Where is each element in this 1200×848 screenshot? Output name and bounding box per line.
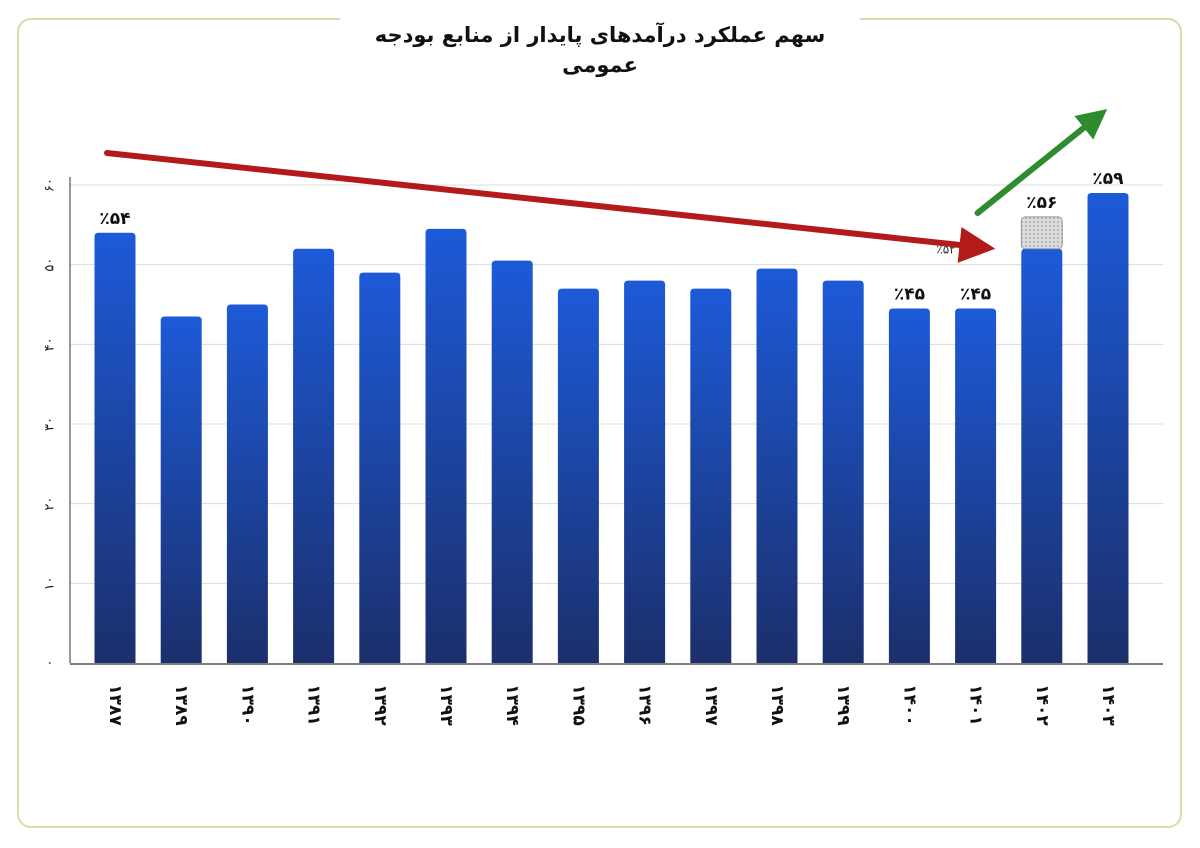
- chart-title: سهم عملکرد درآمدهای پایدار از منابع بودج…: [374, 23, 826, 77]
- y-axis: ۰ ۱۰ ۲۰ ۳۰ ۴۰ ۵۰ ۶۰: [43, 177, 71, 666]
- x-tick-label: ۱۳۹۰: [237, 684, 257, 726]
- x-tick-label: ۱۳۹۷: [701, 684, 721, 726]
- bar: [425, 228, 467, 664]
- trend-arrows: [104, 108, 1108, 263]
- bar: [955, 308, 997, 663]
- y-tick-label: ۱۰: [43, 576, 58, 590]
- x-tick-label: ۱۳۸۹: [171, 684, 191, 726]
- y-tick-label: ۶۰: [43, 178, 58, 192]
- x-tick-label: ۱۴۰۳: [1098, 684, 1118, 726]
- bar: [94, 232, 136, 664]
- bar: [226, 304, 268, 663]
- bar: [1021, 248, 1063, 663]
- x-tick-label: ۱۳۹۳: [436, 684, 456, 726]
- x-tick-label: ۱۳۸۷: [105, 684, 125, 726]
- y-tick-label: ۵۰: [43, 258, 58, 272]
- title-gap: [340, 10, 860, 30]
- x-tick-label: ۱۳۹۵: [568, 684, 588, 726]
- data-labels: ٪۵۴٪۴۵ ٪۴۵٪۵۶٪۵۹٪۵۲: [99, 169, 1124, 305]
- bar: [557, 288, 599, 663]
- x-axis: ۱۳۸۷ ۱۳۸۹ ۱۳۹۰ ۱۳۹۱ ۱۳۹۲ ۱۳۹۳ ۱۳۹۴ ۱۳۹۵ ۱۳۹۶ ۱۳۹۷…: [70, 663, 1163, 726]
- x-tick-label: ۱۳۹۹: [833, 684, 853, 726]
- x-tick-label: ۱۳۹۲: [370, 684, 390, 726]
- bar: [359, 272, 401, 663]
- bar: [160, 316, 202, 663]
- data-label: ٪۵۹: [1092, 169, 1124, 189]
- upward-trend-arrow: [974, 108, 1108, 216]
- x-tick-label: ۱۴۰۰: [899, 684, 919, 726]
- data-label: ٪۵۴: [99, 209, 130, 229]
- downward-trend-arrow: [104, 150, 996, 263]
- bars: [94, 192, 1129, 664]
- data-label: ٪۴۵: [960, 284, 991, 304]
- y-tick-label: ۲۰: [43, 497, 58, 511]
- bar: [822, 280, 864, 663]
- bar: [293, 248, 335, 663]
- x-tick-label: ۱۳۹۸: [767, 684, 787, 726]
- x-tick-label: ۱۴۰۱: [966, 684, 986, 726]
- x-tick-label: ۱۳۹۶: [635, 684, 655, 726]
- data-label: ٪۴۵: [894, 284, 925, 304]
- projected-bar-segment: [1020, 216, 1063, 250]
- y-tick-label: ۴۰: [43, 337, 58, 351]
- bar: [1087, 192, 1129, 663]
- data-label: ٪۵۶: [1026, 193, 1057, 213]
- bar: [690, 288, 732, 663]
- x-tick-label: ۱۴۰۲: [1032, 684, 1052, 726]
- x-tick-label: ۱۳۹۱: [304, 684, 324, 726]
- y-tick-label: ۰: [43, 660, 58, 667]
- x-tick-label: ۱۳۹۴: [502, 684, 522, 726]
- bar: [624, 280, 666, 663]
- bar: [888, 308, 930, 663]
- y-tick-label: ۳۰: [43, 417, 58, 431]
- bar: [491, 260, 533, 663]
- bar: [756, 268, 798, 663]
